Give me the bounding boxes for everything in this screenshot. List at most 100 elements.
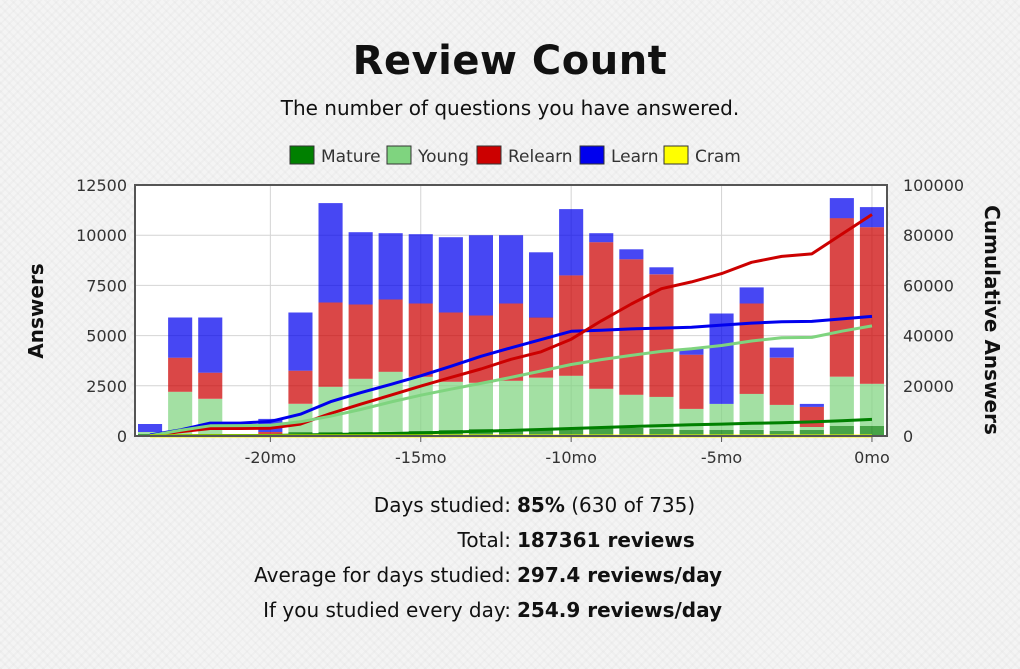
bar-relearn [378, 299, 403, 372]
stat-value: 187361 reviews [517, 528, 695, 552]
bar-learn [589, 233, 614, 243]
bar-learn [739, 287, 764, 304]
legend-item-relearn: Relearn [476, 145, 573, 167]
stat-days-studied: Days studied: 85% (630 of 735) [0, 488, 1020, 523]
bar-relearn [769, 357, 794, 405]
chart-title: Review Count [352, 38, 668, 84]
plot-frame [134, 184, 888, 437]
bar-mature [859, 426, 884, 436]
stat-value: 254.9 reviews/day [517, 598, 723, 622]
bar-learn [318, 203, 343, 303]
stat-label: If you studied every day: [263, 598, 511, 622]
chart-subtitle: The number of questions you have answere… [280, 96, 740, 120]
y2-tick-label: 100000 [903, 176, 964, 195]
bar-relearn [739, 303, 764, 394]
bar-learn [769, 347, 794, 358]
bar-learn [288, 312, 313, 371]
y2-axis-label: Cumulative Answers [980, 205, 1004, 435]
bar-learn [198, 317, 223, 373]
bar-relearn [288, 370, 313, 404]
bar-learn [529, 252, 554, 318]
stat-label: Average for days studied: [254, 563, 511, 587]
cumulative-line-young [149, 324, 873, 438]
y-tick-label: 2500 [86, 377, 127, 396]
bar-young [288, 403, 313, 432]
bar-relearn [619, 259, 644, 395]
legend-label: Learn [611, 147, 659, 167]
bar-relearn [348, 304, 373, 379]
bar-young [709, 403, 734, 430]
bar-mature [739, 430, 764, 436]
x-tick-label: -15mo [395, 448, 447, 467]
bar-mature [649, 429, 674, 436]
y-axis-ticks: 0 2500 5000 7500 10000 12500 [76, 176, 127, 446]
bar-mature [829, 426, 854, 436]
legend-label: Relearn [508, 147, 573, 167]
y2-tick-label: 80000 [903, 226, 954, 245]
bar-young [468, 382, 493, 429]
bar-mature [799, 430, 824, 436]
bar-young [138, 432, 163, 434]
bar-young [829, 376, 854, 426]
stat-average-every-day: If you studied every day: 254.9 reviews/… [0, 593, 1020, 628]
bar-learn [168, 317, 193, 358]
x-tick-label: -10mo [545, 448, 597, 467]
legend-swatch [289, 145, 315, 165]
bar-mature [619, 428, 644, 436]
bar-young [649, 396, 674, 429]
bar-young [499, 380, 524, 429]
x-tick-label: -5mo [701, 448, 742, 467]
bar-mature [769, 431, 794, 436]
bar-learn [408, 234, 433, 304]
legend-swatch [476, 145, 502, 165]
bar-learn [709, 313, 734, 404]
bar-young [769, 404, 794, 431]
legend-label: Cram [695, 147, 741, 167]
bar-relearn [168, 357, 193, 392]
cumulative-line-relearn [149, 213, 873, 438]
y2-tick-label: 40000 [903, 327, 954, 346]
bar-learn [859, 207, 884, 228]
stat-label: Days studied: [373, 493, 511, 517]
bar-mature [499, 429, 524, 436]
stat-value: 297.4 reviews/day [517, 563, 723, 587]
bar-mature [529, 429, 554, 436]
bar-relearn [258, 432, 283, 434]
y2-tick-label: 20000 [903, 377, 954, 396]
stat-label: Total: [457, 528, 511, 552]
bar-young [799, 427, 824, 430]
legend-swatch [386, 145, 412, 165]
bar-learn [679, 348, 704, 355]
legend-item-learn: Learn [579, 145, 659, 167]
bar-relearn [679, 354, 704, 409]
bar-young [589, 388, 614, 428]
stat-average-studied: Average for days studied: 297.4 reviews/… [0, 558, 1020, 593]
y-tick-label: 5000 [86, 327, 127, 346]
legend-swatch [579, 145, 605, 165]
bar-learn [829, 198, 854, 219]
bar-series [138, 198, 884, 436]
y2-axis-ticks: 0 20000 40000 60000 80000 100000 [903, 176, 964, 446]
y-axis-label: Answers [24, 263, 48, 358]
bar-relearn [559, 275, 584, 376]
legend-label: Mature [321, 147, 381, 167]
bar-young [318, 386, 343, 432]
bar-relearn [799, 406, 824, 427]
bar-young [559, 375, 584, 428]
legend-item-mature: Mature [289, 145, 381, 167]
bar-relearn [859, 227, 884, 384]
bar-learn [649, 267, 674, 275]
legend-swatch [663, 145, 689, 165]
stat-value: 85% (630 of 735) [517, 493, 696, 517]
cumulative-line-learn [149, 314, 873, 437]
bar-relearn [829, 218, 854, 377]
bar-relearn [499, 303, 524, 381]
stat-total: Total: 187361 reviews [0, 523, 1020, 558]
y2-tick-label: 60000 [903, 276, 954, 295]
y-tick-label: 0 [117, 427, 127, 446]
bar-learn [499, 235, 524, 304]
bar-learn [619, 249, 644, 260]
bar-learn [468, 235, 493, 316]
bar-relearn [438, 312, 463, 382]
bar-young [679, 408, 704, 430]
